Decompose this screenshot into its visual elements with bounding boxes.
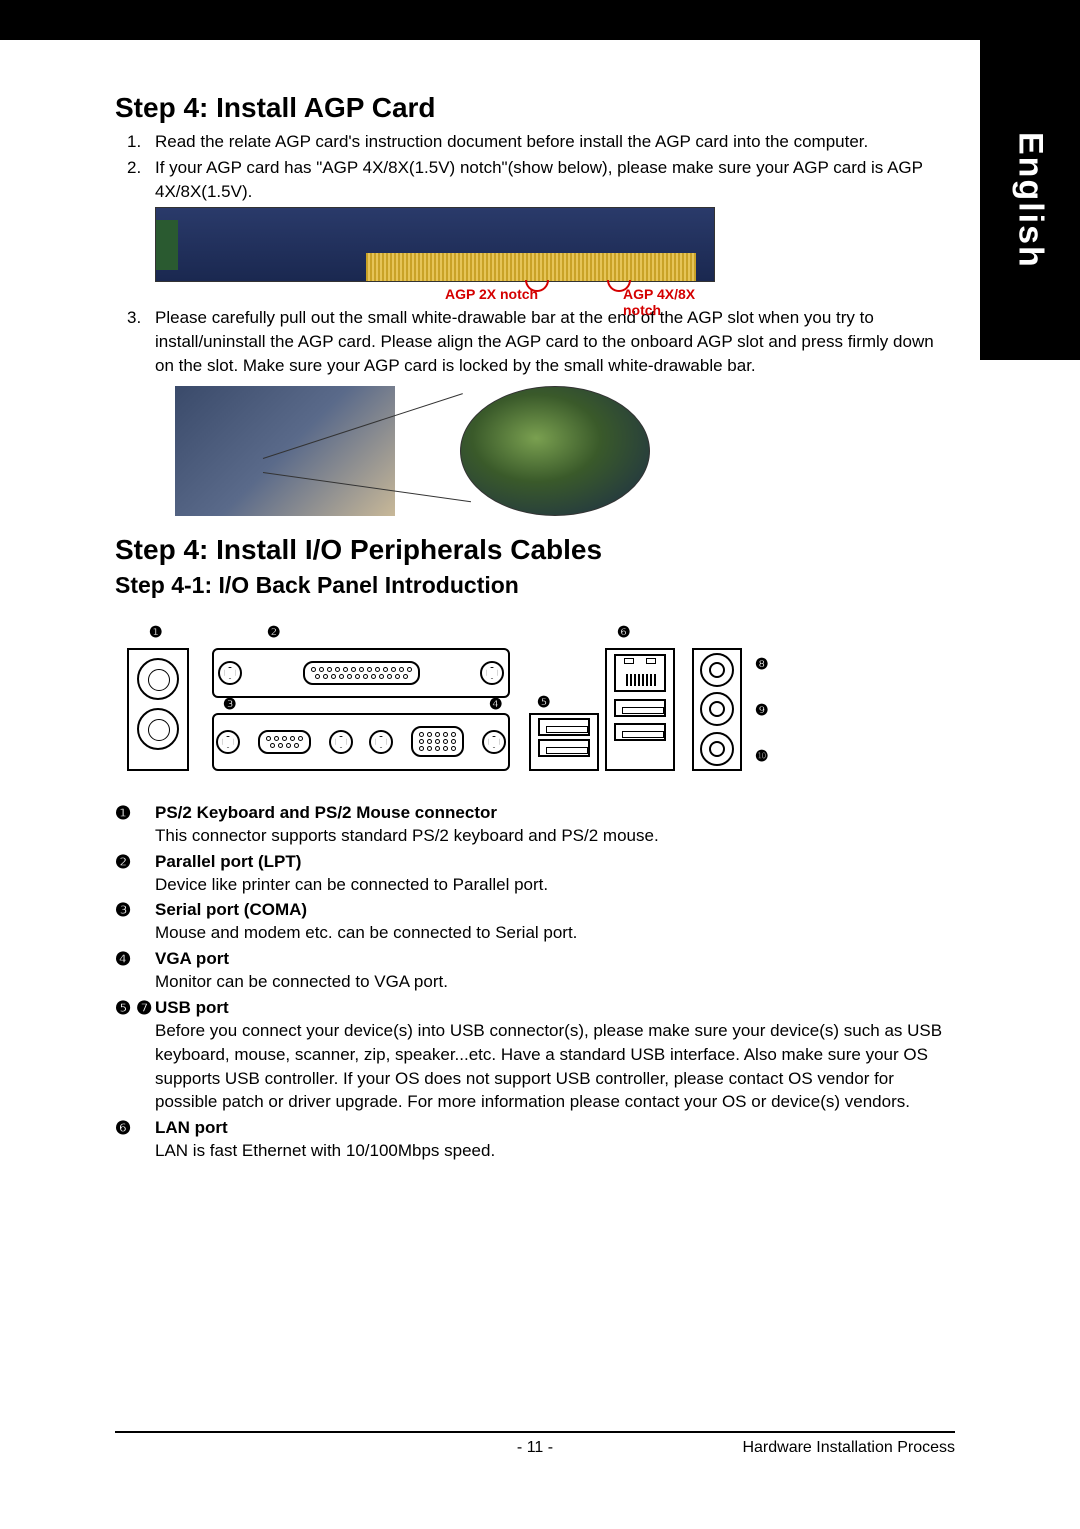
agp-install-photo	[175, 386, 650, 516]
callout-5: ❺	[537, 693, 550, 711]
list-num: 3.	[127, 306, 155, 377]
parallel-port	[212, 648, 510, 698]
usb-port	[614, 723, 666, 741]
def-title: PS/2 Keyboard and PS/2 Mouse connector	[155, 803, 497, 823]
def-body: Device like printer can be connected to …	[155, 873, 955, 897]
step4b-title: Step 4: Install I/O Peripherals Cables	[115, 534, 955, 566]
def-body: Mouse and modem etc. can be connected to…	[155, 921, 955, 945]
def-title: VGA port	[155, 949, 229, 969]
usb-port	[538, 718, 590, 736]
def-symbol: ❹	[115, 949, 155, 970]
def-title: USB port	[155, 998, 229, 1018]
step4a-title: Step 4: Install AGP Card	[115, 92, 955, 124]
mic-jack	[700, 732, 734, 766]
serial-vga-block	[212, 713, 510, 771]
usb-port	[614, 699, 666, 717]
def-body: Monitor can be connected to VGA port.	[155, 970, 955, 994]
line-in-jack	[700, 653, 734, 687]
language-tab: English	[980, 40, 1080, 360]
io-panel-diagram: ❶ ❷ ❸ ❹ ❺ ❻ ❼ ❽ ❾ ❿	[127, 613, 777, 783]
step4a-list-cont: 3.Please carefully pull out the small wh…	[115, 306, 955, 377]
def-body: Before you connect your device(s) into U…	[155, 1019, 955, 1114]
agp-4x8x-notch-label: AGP 4X/8X notch	[623, 286, 715, 318]
def-symbol: ❶	[115, 803, 155, 824]
lan-port	[614, 654, 666, 692]
usb-port	[538, 739, 590, 757]
def-symbol: ❺ ❼	[115, 998, 155, 1019]
def-title: Serial port (COMA)	[155, 900, 307, 920]
list-text: Read the relate AGP card's instruction d…	[155, 130, 955, 154]
callout-1: ❶	[149, 623, 162, 641]
screw-icon	[480, 661, 504, 685]
step4b-section: Step 4: Install I/O Peripherals Cables S…	[115, 534, 955, 1163]
def-body: This connector supports standard PS/2 ke…	[155, 824, 955, 848]
agp-card-illustration	[155, 207, 715, 282]
serial-port	[258, 730, 311, 754]
def-symbol: ❷	[115, 852, 155, 873]
callout-2: ❷	[267, 623, 280, 641]
ps2-mouse-port	[137, 658, 179, 700]
def-symbol: ❻	[115, 1118, 155, 1139]
def-title: Parallel port (LPT)	[155, 852, 301, 872]
line-out-jack	[700, 692, 734, 726]
vga-port	[411, 726, 464, 757]
list-num: 2.	[127, 156, 155, 204]
usb-block-1	[529, 713, 599, 771]
top-black-bar	[0, 0, 1080, 40]
notch-labels: AGP 2X notch AGP 4X/8X notch	[155, 286, 715, 306]
list-text: Please carefully pull out the small whit…	[155, 306, 955, 377]
port-descriptions: ❶PS/2 Keyboard and PS/2 Mouse connector …	[115, 803, 955, 1163]
list-text: If your AGP card has "AGP 4X/8X(1.5V) no…	[155, 156, 955, 204]
screw-icon	[482, 730, 506, 754]
screw-icon	[369, 730, 393, 754]
agp-2x-notch-label: AGP 2X notch	[445, 286, 538, 302]
step4b-subtitle: Step 4-1: I/O Back Panel Introduction	[115, 572, 955, 599]
footer-right: Hardware Installation Process	[742, 1439, 955, 1457]
list-num: 1.	[127, 130, 155, 154]
page-number: - 11 -	[517, 1439, 553, 1457]
screw-icon	[329, 730, 353, 754]
page-footer: - 11 - Hardware Installation Process	[115, 1431, 955, 1457]
screw-icon	[216, 730, 240, 754]
ps2-connector-block	[127, 648, 189, 771]
lpt-connector	[303, 661, 420, 685]
ps2-keyboard-port	[137, 708, 179, 750]
def-body: LAN is fast Ethernet with 10/100Mbps spe…	[155, 1139, 955, 1163]
callout-10: ❿	[755, 747, 768, 765]
def-title: LAN port	[155, 1118, 228, 1138]
page-content: Step 4: Install AGP Card 1.Read the rela…	[115, 92, 955, 1167]
callout-8: ❽	[755, 655, 768, 673]
step4a-list: 1.Read the relate AGP card's instruction…	[115, 130, 955, 203]
def-symbol: ❸	[115, 900, 155, 921]
lan-usb-block	[605, 648, 675, 771]
callout-9: ❾	[755, 701, 768, 719]
callout-6: ❻	[617, 623, 630, 641]
language-tab-text: English	[1011, 132, 1050, 269]
audio-block	[692, 648, 742, 771]
screw-icon	[218, 661, 242, 685]
